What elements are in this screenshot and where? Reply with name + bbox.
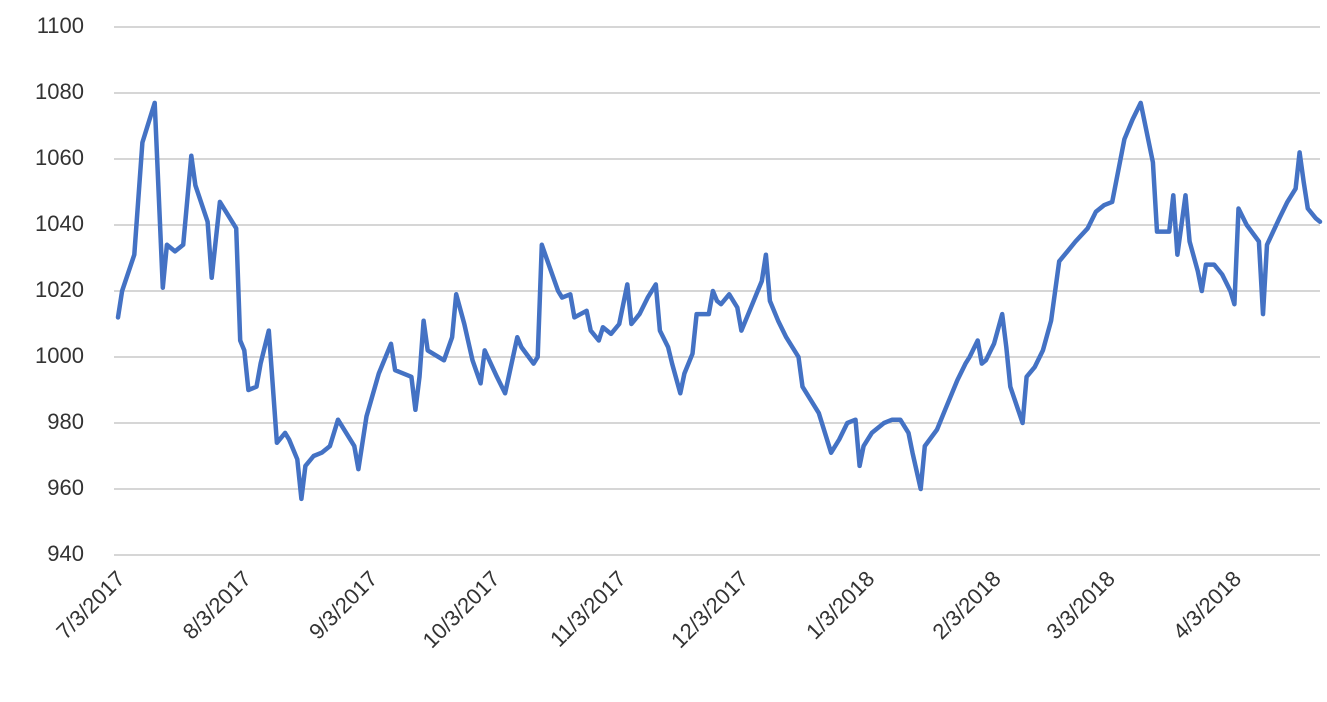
- x-tick-label: 8/3/2017: [178, 566, 256, 644]
- x-tick-label: 12/3/2017: [666, 566, 753, 653]
- y-tick-label: 980: [47, 409, 84, 434]
- x-tick-label: 4/3/2018: [1168, 566, 1246, 644]
- x-tick-label: 10/3/2017: [418, 566, 505, 653]
- y-tick-label: 1060: [35, 145, 84, 170]
- x-tick-label: 1/3/2018: [801, 566, 879, 644]
- y-tick-label: 960: [47, 475, 84, 500]
- y-tick-label: 1040: [35, 211, 84, 236]
- x-tick-label: 2/3/2018: [927, 566, 1005, 644]
- y-tick-label: 1080: [35, 79, 84, 104]
- x-tick-label: 3/3/2018: [1042, 566, 1120, 644]
- y-tick-label: 1000: [35, 343, 84, 368]
- x-tick-label: 11/3/2017: [545, 566, 631, 652]
- y-tick-label: 1100: [37, 13, 84, 38]
- y-tick-label: 940: [47, 541, 84, 566]
- y-tick-label: 1020: [35, 277, 84, 302]
- x-tick-label: 9/3/2017: [304, 566, 382, 644]
- line-series: [115, 100, 1323, 502]
- x-tick-label: 7/3/2017: [51, 566, 129, 644]
